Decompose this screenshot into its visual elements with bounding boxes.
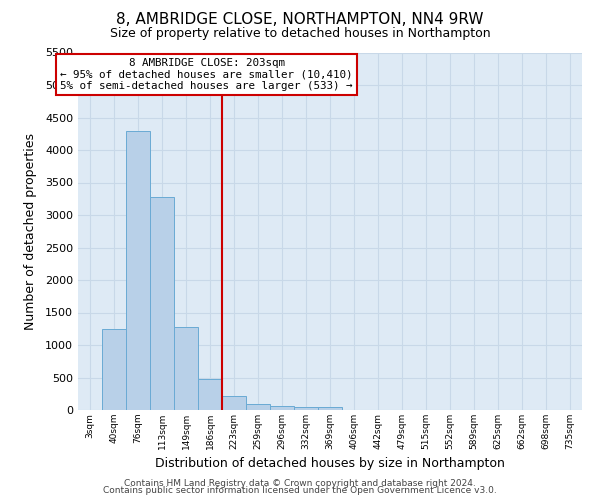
Text: 8, AMBRIDGE CLOSE, NORTHAMPTON, NN4 9RW: 8, AMBRIDGE CLOSE, NORTHAMPTON, NN4 9RW xyxy=(116,12,484,28)
Bar xyxy=(222,396,246,410)
Bar xyxy=(270,406,294,410)
Text: 8 AMBRIDGE CLOSE: 203sqm
← 95% of detached houses are smaller (10,410)
5% of sem: 8 AMBRIDGE CLOSE: 203sqm ← 95% of detach… xyxy=(60,58,353,91)
Bar xyxy=(294,407,318,410)
Text: Size of property relative to detached houses in Northampton: Size of property relative to detached ho… xyxy=(110,28,490,40)
Y-axis label: Number of detached properties: Number of detached properties xyxy=(23,132,37,330)
Text: Contains HM Land Registry data © Crown copyright and database right 2024.: Contains HM Land Registry data © Crown c… xyxy=(124,478,476,488)
Text: Contains public sector information licensed under the Open Government Licence v3: Contains public sector information licen… xyxy=(103,486,497,495)
Bar xyxy=(174,327,198,410)
Bar xyxy=(318,407,342,410)
Bar xyxy=(126,130,150,410)
Bar xyxy=(246,404,270,410)
Bar xyxy=(150,198,174,410)
X-axis label: Distribution of detached houses by size in Northampton: Distribution of detached houses by size … xyxy=(155,458,505,470)
Bar xyxy=(102,329,126,410)
Bar xyxy=(198,379,222,410)
